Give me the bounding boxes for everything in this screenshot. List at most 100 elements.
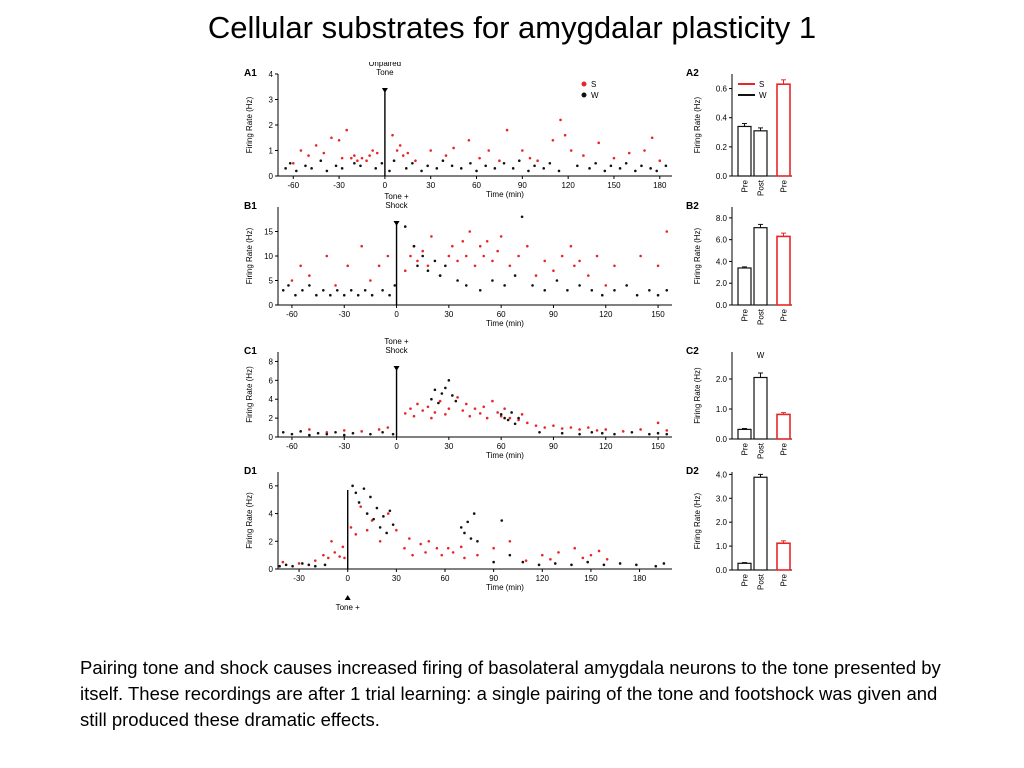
event-label: Tone + — [384, 337, 409, 346]
data-point-w — [335, 289, 339, 292]
data-point-s — [340, 156, 344, 160]
data-point-w — [503, 284, 506, 287]
data-point-s — [582, 154, 585, 157]
data-point-w — [319, 159, 323, 162]
data-point-s — [346, 264, 350, 268]
data-point-w — [359, 164, 362, 168]
data-point-w — [441, 159, 445, 162]
data-point-s — [508, 539, 512, 543]
data-point-s — [349, 526, 353, 529]
y-axis-label: Firing Rate (Hz) — [245, 96, 254, 153]
data-point-s — [605, 558, 609, 561]
figure-caption: Pairing tone and shock causes increased … — [80, 657, 941, 730]
data-point-w — [325, 169, 329, 173]
data-point-w — [380, 161, 384, 165]
x-tick-label: 120 — [536, 574, 550, 583]
data-point-s — [461, 240, 465, 243]
data-point-w — [538, 430, 541, 434]
data-point-w — [590, 289, 594, 292]
data-point-s — [526, 244, 529, 248]
data-point-w — [609, 164, 613, 168]
data-point-s — [421, 409, 424, 412]
data-point-w — [476, 539, 479, 543]
data-point-w — [665, 289, 669, 292]
data-point-w — [537, 563, 541, 567]
data-point-w — [475, 169, 478, 173]
data-point-s — [456, 396, 459, 399]
x-category-label: Pre — [780, 442, 789, 455]
panel-a1: A1 0 1 2 3 4 -60 -30 0 30 60 90 120 150 180 Time (min) F… — [244, 62, 672, 199]
x-tick-label: -30 — [333, 181, 345, 190]
panel-label: D2 — [686, 466, 699, 477]
x-tick-label: 0 — [394, 442, 399, 451]
data-point-w — [353, 161, 356, 165]
data-point-w — [313, 564, 317, 568]
data-point-s — [658, 159, 662, 162]
y-tick-label: 2 — [269, 537, 274, 546]
data-point-s — [551, 139, 555, 142]
data-point-s — [461, 409, 465, 412]
data-point-s — [421, 249, 424, 253]
bar-w — [753, 376, 768, 440]
data-point-w — [635, 563, 638, 567]
data-point-w — [316, 431, 320, 435]
data-point-s — [569, 426, 573, 429]
x-category-label: Pre — [741, 442, 750, 455]
data-point-w — [513, 274, 517, 277]
data-point-w — [290, 432, 294, 436]
y-tick-label: 0 — [269, 565, 274, 574]
y-axis-label: Firing Rate (Hz) — [245, 227, 254, 284]
data-point-s — [353, 154, 356, 157]
data-point-w — [334, 430, 337, 434]
x-tick-label: -60 — [286, 442, 298, 451]
data-point-w — [444, 386, 447, 390]
panel-c1: C1 0 2 4 6 8 -60 -30 0 30 60 90 120 150 Time (min) Firi… — [244, 337, 672, 460]
data-point-s — [604, 428, 608, 431]
data-point-s — [656, 421, 660, 425]
data-point-s — [536, 159, 539, 162]
data-point-s — [386, 426, 390, 429]
data-point-w — [656, 293, 660, 297]
data-point-w — [444, 264, 447, 268]
y-tick-label: 5 — [269, 277, 274, 286]
data-point-w — [381, 289, 384, 292]
data-point-w — [463, 531, 466, 535]
data-point-s — [378, 539, 382, 543]
y-tick-label: 0.0 — [716, 172, 728, 181]
panel-label: B1 — [244, 201, 257, 212]
data-point-s — [496, 249, 499, 253]
data-point-s — [595, 429, 599, 432]
data-point-s — [430, 416, 433, 420]
data-point-s — [613, 264, 616, 268]
data-point-s — [665, 429, 669, 432]
bar-w — [753, 130, 768, 177]
data-point-s — [587, 426, 590, 429]
panel-d2: D2 0.0 1.0 2.0 3.0 4.0 Firing Rate (Hz) Pre Post… — [686, 466, 792, 590]
data-point-w — [322, 289, 325, 292]
y-tick-label: 6.0 — [716, 236, 728, 245]
bar-s — [776, 413, 791, 440]
data-point-s — [499, 414, 503, 418]
data-point-s — [534, 274, 538, 277]
data-point-s — [468, 230, 472, 233]
data-point-s — [464, 254, 468, 258]
data-point-w — [433, 259, 437, 263]
data-point-w — [437, 401, 440, 405]
data-point-w — [469, 161, 472, 165]
data-point-w — [354, 491, 358, 495]
data-point-w — [403, 225, 407, 228]
data-point-w — [635, 293, 639, 297]
data-point-s — [409, 254, 412, 258]
data-point-w — [388, 169, 391, 173]
y-tick-label: 0.0 — [716, 301, 728, 310]
data-point-w — [393, 284, 397, 287]
data-point-s — [419, 542, 422, 546]
data-point-w — [478, 289, 482, 292]
data-point-w — [566, 289, 569, 292]
x-tick-label: 90 — [518, 181, 527, 190]
data-point-w — [578, 284, 581, 287]
data-point-w — [521, 560, 525, 564]
data-point-s — [650, 136, 654, 140]
x-axis-label: Time (min) — [486, 190, 524, 199]
data-point-w — [624, 161, 628, 165]
